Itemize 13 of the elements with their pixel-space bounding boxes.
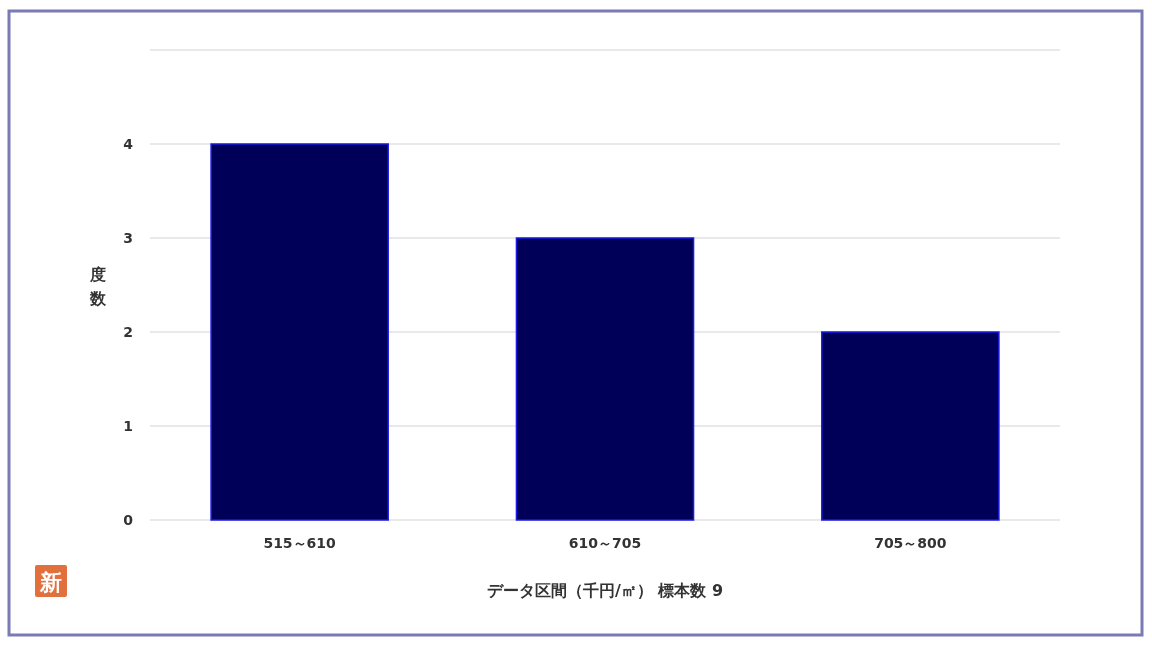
x-tick-label: 705～800 <box>874 535 947 551</box>
y-tick-label: 4 <box>123 135 134 152</box>
y-axis-title: 度数 <box>89 264 107 308</box>
y-tick-label: 3 <box>123 229 133 246</box>
y-tick-label: 0 <box>123 511 134 528</box>
x-axis-title: データ区間（千円/㎡） 標本数 9 <box>486 581 724 600</box>
y-tick-label: 2 <box>123 323 133 340</box>
bar <box>821 331 1000 521</box>
y-tick-label: 1 <box>123 417 133 434</box>
x-tick-label: 610～705 <box>568 535 642 551</box>
bar <box>210 143 389 521</box>
x-tick-label: 515～610 <box>263 535 337 551</box>
bar <box>515 237 695 521</box>
